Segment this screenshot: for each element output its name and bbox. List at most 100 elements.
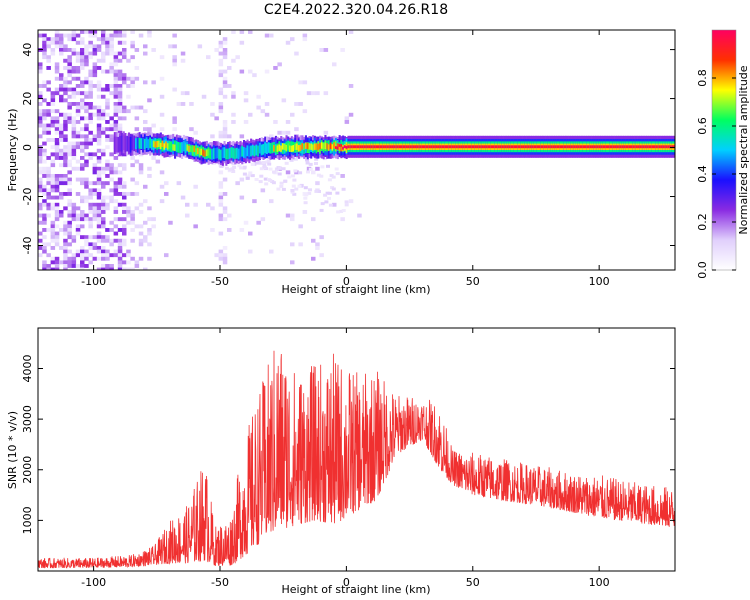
ridge-cell xyxy=(366,145,369,149)
heatmap-cell xyxy=(96,195,102,200)
heatmap-cell xyxy=(67,163,72,168)
ridge-cell xyxy=(627,145,630,149)
heatmap-cell xyxy=(71,94,77,99)
heatmap-cell xyxy=(71,145,77,150)
heatmap-cell xyxy=(293,157,298,161)
heatmap-cell xyxy=(298,242,303,247)
heatmap-cell xyxy=(122,206,127,211)
heatmap-cell xyxy=(134,159,140,164)
ridge-cell xyxy=(119,135,122,152)
heatmap-cell xyxy=(126,213,131,218)
heatmap-cell xyxy=(113,192,119,196)
heatmap-cell xyxy=(80,224,85,229)
heatmap-cell xyxy=(38,170,43,175)
heatmap-cell xyxy=(92,152,98,157)
heatmap-cell xyxy=(117,256,123,261)
heatmap-cell xyxy=(59,246,64,250)
heatmap-cell xyxy=(46,44,51,49)
ridge-cell xyxy=(304,142,307,149)
heatmap-cell xyxy=(122,181,127,186)
heatmap-cell xyxy=(46,80,51,85)
heatmap-cell xyxy=(54,141,60,146)
heatmap-cell xyxy=(84,256,89,261)
heatmap-cell xyxy=(54,127,60,132)
heatmap-cell xyxy=(348,199,354,204)
heatmap-cell xyxy=(297,184,302,188)
ridge-cell xyxy=(437,145,440,149)
ridge-cell xyxy=(653,145,656,149)
heatmap-cell xyxy=(46,102,51,106)
ridge-cell xyxy=(274,146,277,153)
heatmap-cell xyxy=(113,51,119,56)
heatmap-cell xyxy=(117,177,123,182)
heatmap-cell xyxy=(292,178,297,182)
heatmap-cell xyxy=(96,84,102,88)
heatmap-cell xyxy=(67,102,72,106)
heatmap-cell xyxy=(92,138,98,142)
heatmap-cell xyxy=(75,228,81,232)
heatmap-cell xyxy=(327,191,332,195)
heatmap-cell xyxy=(59,177,64,182)
heatmap-cell xyxy=(302,33,308,38)
ridge-cell xyxy=(384,145,387,149)
heatmap-cell xyxy=(109,199,114,204)
heatmap-cell xyxy=(218,231,224,236)
ridge-cell xyxy=(602,145,605,149)
heatmap-cell xyxy=(71,202,77,207)
heatmap-cell xyxy=(59,192,64,196)
heatmap-cell xyxy=(222,48,228,52)
heatmap-cell xyxy=(59,130,64,135)
heatmap-cell xyxy=(218,44,224,49)
heatmap-cell xyxy=(101,30,106,34)
ridge-cell xyxy=(444,145,447,149)
snr-x-ticks: -100 -50 0 50 100 xyxy=(81,328,610,589)
ridge-cell xyxy=(313,143,316,150)
heatmap-cell xyxy=(84,213,89,218)
heatmap-cell xyxy=(101,238,106,243)
snr-x-label: Height of straight line (km) xyxy=(281,583,430,596)
heatmap-cell xyxy=(105,98,110,103)
heatmap-cell xyxy=(105,163,110,168)
heatmap-cell xyxy=(88,217,93,222)
heatmap-cell xyxy=(143,44,148,49)
heatmap-cell xyxy=(96,231,102,236)
heatmap-cell xyxy=(159,55,165,60)
heatmap-cell xyxy=(113,210,119,214)
heatmap-cell xyxy=(105,51,110,56)
heatmap-cell xyxy=(50,195,56,200)
heatmap-cell xyxy=(117,228,123,232)
heatmap-cell xyxy=(113,249,119,254)
heatmap-cell xyxy=(50,202,56,207)
ridge-cell xyxy=(545,145,548,149)
heatmap-cell xyxy=(328,203,333,207)
ridge-cell xyxy=(427,145,430,149)
heatmap-cell xyxy=(122,253,127,258)
heatmap-cell xyxy=(218,213,224,218)
ridge-cell xyxy=(450,145,453,149)
heatmap-cell xyxy=(88,120,93,124)
heatmap-cell xyxy=(339,209,344,213)
heatmap-cell xyxy=(96,105,102,110)
ridge-cell xyxy=(582,145,585,149)
ridge-cell xyxy=(499,145,502,149)
ridge-cell xyxy=(614,145,617,149)
figure-title: C2E4.2022.320.04.26.R18 xyxy=(264,2,448,18)
heatmap-cell xyxy=(227,134,232,139)
heatmap-cell xyxy=(292,192,297,196)
ridge-cell xyxy=(122,134,125,151)
ridge-cell xyxy=(535,145,538,149)
ridge-cell xyxy=(579,145,582,149)
heatmap-cell xyxy=(67,145,72,150)
heatmap-cell xyxy=(67,55,72,60)
heatmap-cell xyxy=(92,84,98,88)
ridge-cell xyxy=(604,145,607,149)
heatmap-cell xyxy=(75,40,81,45)
heatmap-cell xyxy=(264,102,270,106)
heatmap-cell xyxy=(59,148,64,153)
ridge-cell xyxy=(143,138,146,150)
heatmap-cell xyxy=(348,112,354,117)
heatmap-cell xyxy=(50,152,56,157)
heatmap-cell xyxy=(54,109,60,114)
heatmap-cell xyxy=(42,33,47,38)
heatmap-cell xyxy=(122,267,127,270)
